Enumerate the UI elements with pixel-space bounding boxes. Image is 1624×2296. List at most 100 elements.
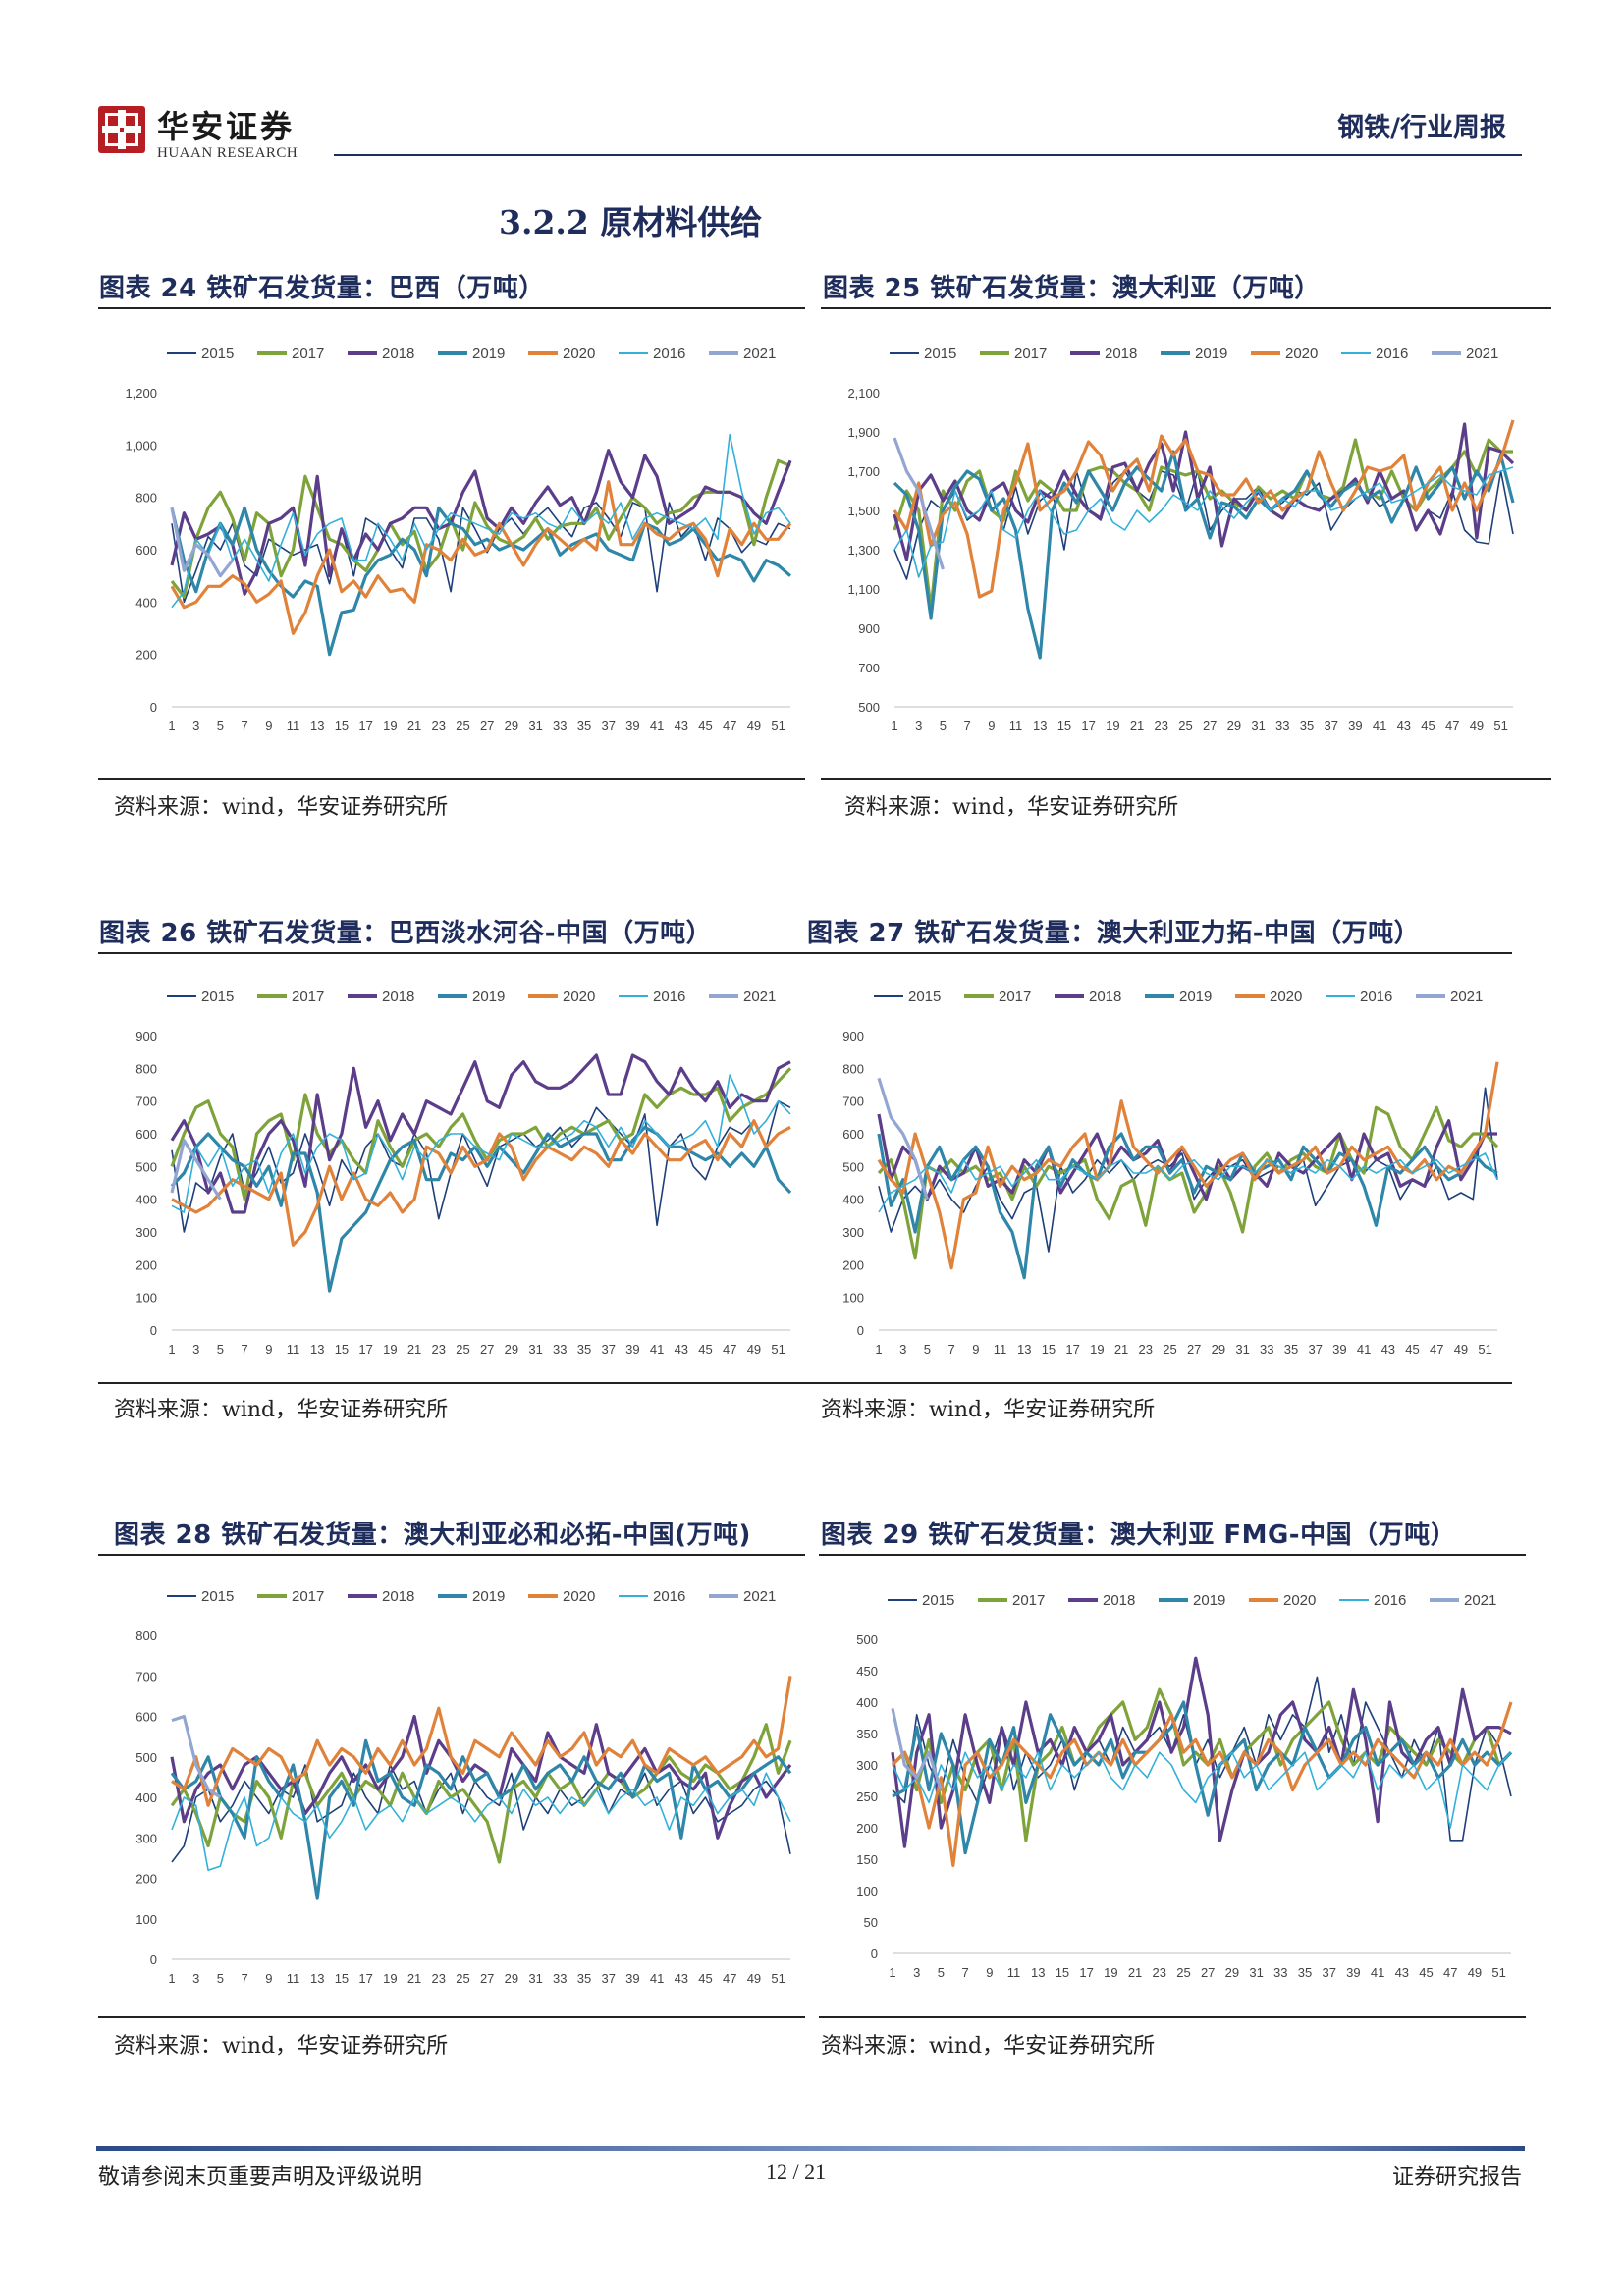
x-tick-label: 37: [1308, 1342, 1322, 1357]
figure-26-top-rule: [98, 952, 805, 954]
legend-item-2021: 2021: [1416, 988, 1483, 1005]
figure-29-chart: 2015 2017 2018 2019 2020 2016 2021 0 50 100 150 200…: [856, 1592, 1513, 1980]
footer-divider: [96, 2146, 1525, 2151]
figure-24-chart: 2015 2017 2018 2019 2020 2016 2021 0 200 400 600 80…: [125, 346, 792, 733]
x-tick-label: 49: [747, 1342, 761, 1357]
y-tick-label: 400: [135, 595, 157, 610]
x-tick-label: 5: [217, 1342, 224, 1357]
svg-text:2017: 2017: [292, 1588, 324, 1605]
x-tick-label: 7: [962, 1965, 969, 1980]
x-tick-label: 19: [383, 719, 397, 733]
section-title: 3.2.2 原材料供给: [499, 203, 763, 241]
figure-29-top-rule: [819, 1554, 1526, 1556]
legend-item-2016: 2016: [1341, 346, 1408, 362]
x-tick-label: 13: [1031, 1965, 1045, 1980]
series-line-2017: [170, 458, 791, 599]
y-tick-label: 300: [135, 1831, 157, 1845]
y-tick-label: 500: [135, 1159, 157, 1174]
x-tick-label: 45: [698, 1971, 712, 1986]
x-tick-label: 25: [1178, 719, 1192, 733]
x-tick-label: 5: [938, 1965, 945, 1980]
y-tick-label: 400: [135, 1790, 157, 1805]
svg-text:2015: 2015: [201, 1588, 234, 1605]
legend-item-2015: 2015: [167, 1588, 234, 1605]
series-line-2016: [171, 433, 791, 609]
svg-text:2018: 2018: [1089, 988, 1121, 1005]
legend-item-2021: 2021: [709, 346, 776, 362]
svg-text:2020: 2020: [563, 346, 595, 362]
y-tick-label: 200: [842, 1257, 864, 1272]
figure-28-title: 图表 28 铁矿石发货量：澳大利亚必和必拓-中国(万吨): [114, 1521, 751, 1550]
y-tick-label: 0: [150, 1952, 157, 1967]
y-tick-label: 1,100: [847, 582, 880, 597]
x-tick-label: 1: [168, 1971, 175, 1986]
x-tick-label: 45: [1419, 1965, 1433, 1980]
figure-28-chart: 2015 2017 2018 2019 2020 2016 2021 0 100 200 300 40…: [135, 1588, 792, 1986]
series-line-2020: [877, 1061, 1499, 1270]
series-line-2015: [171, 1099, 791, 1233]
figure-27-source: 资料来源：wind，华安证券研究所: [821, 1398, 1156, 1422]
x-tick-label: 27: [480, 1971, 494, 1986]
x-tick-label: 47: [723, 1971, 736, 1986]
x-tick-label: 35: [1298, 1965, 1312, 1980]
brand-name-cn: 华安证券: [157, 108, 296, 145]
svg-text:2019: 2019: [472, 1588, 505, 1605]
x-tick-label: 1: [875, 1342, 882, 1357]
legend-item-2017: 2017: [978, 1592, 1045, 1609]
x-tick-label: 17: [1065, 1342, 1079, 1357]
legend-item-2017: 2017: [964, 988, 1031, 1005]
x-tick-label: 37: [601, 719, 615, 733]
x-tick-label: 3: [192, 1971, 199, 1986]
x-tick-label: 5: [924, 1342, 931, 1357]
x-tick-label: 7: [964, 719, 971, 733]
x-tick-label: 43: [1395, 1965, 1409, 1980]
figure-27-chart: 2015 2017 2018 2019 2020 2016 2021 0 100 200 300 40…: [842, 988, 1499, 1357]
svg-text:2019: 2019: [1179, 988, 1212, 1005]
x-tick-label: 13: [310, 1971, 324, 1986]
x-tick-label: 23: [1155, 719, 1168, 733]
x-tick-label: 23: [432, 1342, 446, 1357]
x-tick-label: 23: [432, 719, 446, 733]
x-tick-label: 17: [1079, 1965, 1093, 1980]
svg-text:2015: 2015: [201, 346, 234, 362]
series-line-2018: [170, 1053, 791, 1214]
legend-item-2021: 2021: [709, 1588, 776, 1605]
svg-text:2018: 2018: [382, 346, 414, 362]
series-line-2016: [892, 1751, 1512, 1829]
legend-item-2016: 2016: [1339, 1592, 1406, 1609]
y-tick-label: 600: [842, 1127, 864, 1142]
x-tick-label: 33: [1275, 719, 1289, 733]
figure-27-title: 图表 27 铁矿石发货量：澳大利亚力拓-中国（万吨）: [807, 919, 1421, 948]
figure-25-top-rule: [821, 307, 1551, 309]
y-tick-label: 800: [135, 1061, 157, 1076]
figure-27-top-rule: [805, 952, 1512, 954]
x-tick-label: 45: [698, 1342, 712, 1357]
x-tick-label: 43: [1397, 719, 1411, 733]
x-tick-label: 1: [889, 1965, 895, 1980]
x-tick-label: 23: [432, 1971, 446, 1986]
y-tick-label: 1,900: [847, 425, 880, 440]
x-tick-label: 33: [1273, 1965, 1287, 1980]
svg-text:2016: 2016: [1376, 346, 1408, 362]
x-tick-label: 13: [1033, 719, 1047, 733]
x-tick-label: 19: [383, 1971, 397, 1986]
y-tick-label: 100: [135, 1291, 157, 1306]
series-line-2019: [877, 1132, 1498, 1280]
x-tick-label: 17: [358, 719, 372, 733]
svg-text:2021: 2021: [743, 346, 776, 362]
legend-item-2019: 2019: [1145, 988, 1212, 1005]
x-tick-label: 51: [771, 719, 785, 733]
y-tick-label: 500: [842, 1159, 864, 1174]
y-tick-label: 600: [135, 543, 157, 558]
x-tick-label: 31: [1251, 719, 1265, 733]
page-number: 12 / 21: [766, 2160, 827, 2184]
y-tick-label: 50: [864, 1915, 878, 1930]
x-tick-label: 13: [310, 1342, 324, 1357]
figure-28-top-rule: [98, 1554, 805, 1556]
x-tick-label: 15: [335, 1971, 349, 1986]
y-tick-label: 500: [856, 1632, 878, 1647]
svg-text:2021: 2021: [743, 988, 776, 1005]
series-line-2016: [171, 1074, 791, 1213]
x-tick-label: 11: [994, 1342, 1007, 1357]
x-tick-label: 45: [1421, 719, 1435, 733]
